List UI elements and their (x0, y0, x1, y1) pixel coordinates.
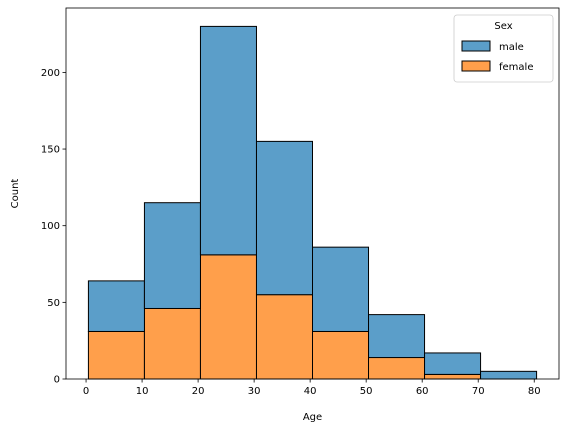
bar-male-0 (87, 280, 145, 332)
legend-title: Sex (494, 21, 512, 32)
legend-entries: male female (461, 40, 533, 73)
x-tick-label: 30 (248, 386, 261, 397)
legend-label-female: female (499, 62, 533, 73)
y-tick-label: 150 (41, 145, 60, 156)
legend: Sex male female (453, 14, 554, 83)
x-axis-label: Age (303, 412, 322, 423)
x-tick-label: 70 (472, 386, 485, 397)
x-tick-label: 10 (136, 386, 149, 397)
x-tick-label: 20 (192, 386, 205, 397)
bars-group (87, 25, 538, 380)
bar-male-6 (424, 352, 482, 375)
legend-label-male: male (499, 42, 524, 53)
legend-swatch-male (461, 40, 491, 52)
y-tick-label: 200 (41, 68, 60, 79)
y-tick-label: 0 (54, 375, 60, 386)
x-tick-label: 40 (304, 386, 317, 397)
y-tick-label: 100 (41, 221, 60, 232)
axes-frame (65, 7, 560, 380)
bar-male-2 (199, 25, 257, 256)
y-axis-ticks: 0 50 100 150 200 (41, 68, 66, 386)
bar-female-6 (424, 373, 482, 380)
x-tick-label: 0 (83, 386, 89, 397)
y-axis-label: Count (10, 179, 21, 209)
x-axis-ticks: 0 10 20 30 40 50 60 70 80 (83, 379, 541, 397)
bar-male-3 (255, 140, 313, 296)
bar-male-7 (480, 370, 538, 380)
legend-swatch-female (461, 60, 491, 72)
bar-male-5 (368, 314, 426, 359)
bar-male-1 (143, 202, 201, 309)
bar-female-5 (368, 357, 426, 380)
x-tick-label: 50 (360, 386, 373, 397)
bar-female-1 (143, 307, 201, 380)
y-tick-label: 50 (47, 298, 60, 309)
x-tick-label: 80 (528, 386, 541, 397)
bar-female-0 (87, 330, 145, 380)
bar-female-2 (199, 254, 257, 380)
bar-female-3 (255, 294, 313, 380)
x-tick-label: 60 (416, 386, 429, 397)
bar-female-4 (312, 330, 370, 380)
bar-male-4 (312, 246, 370, 332)
